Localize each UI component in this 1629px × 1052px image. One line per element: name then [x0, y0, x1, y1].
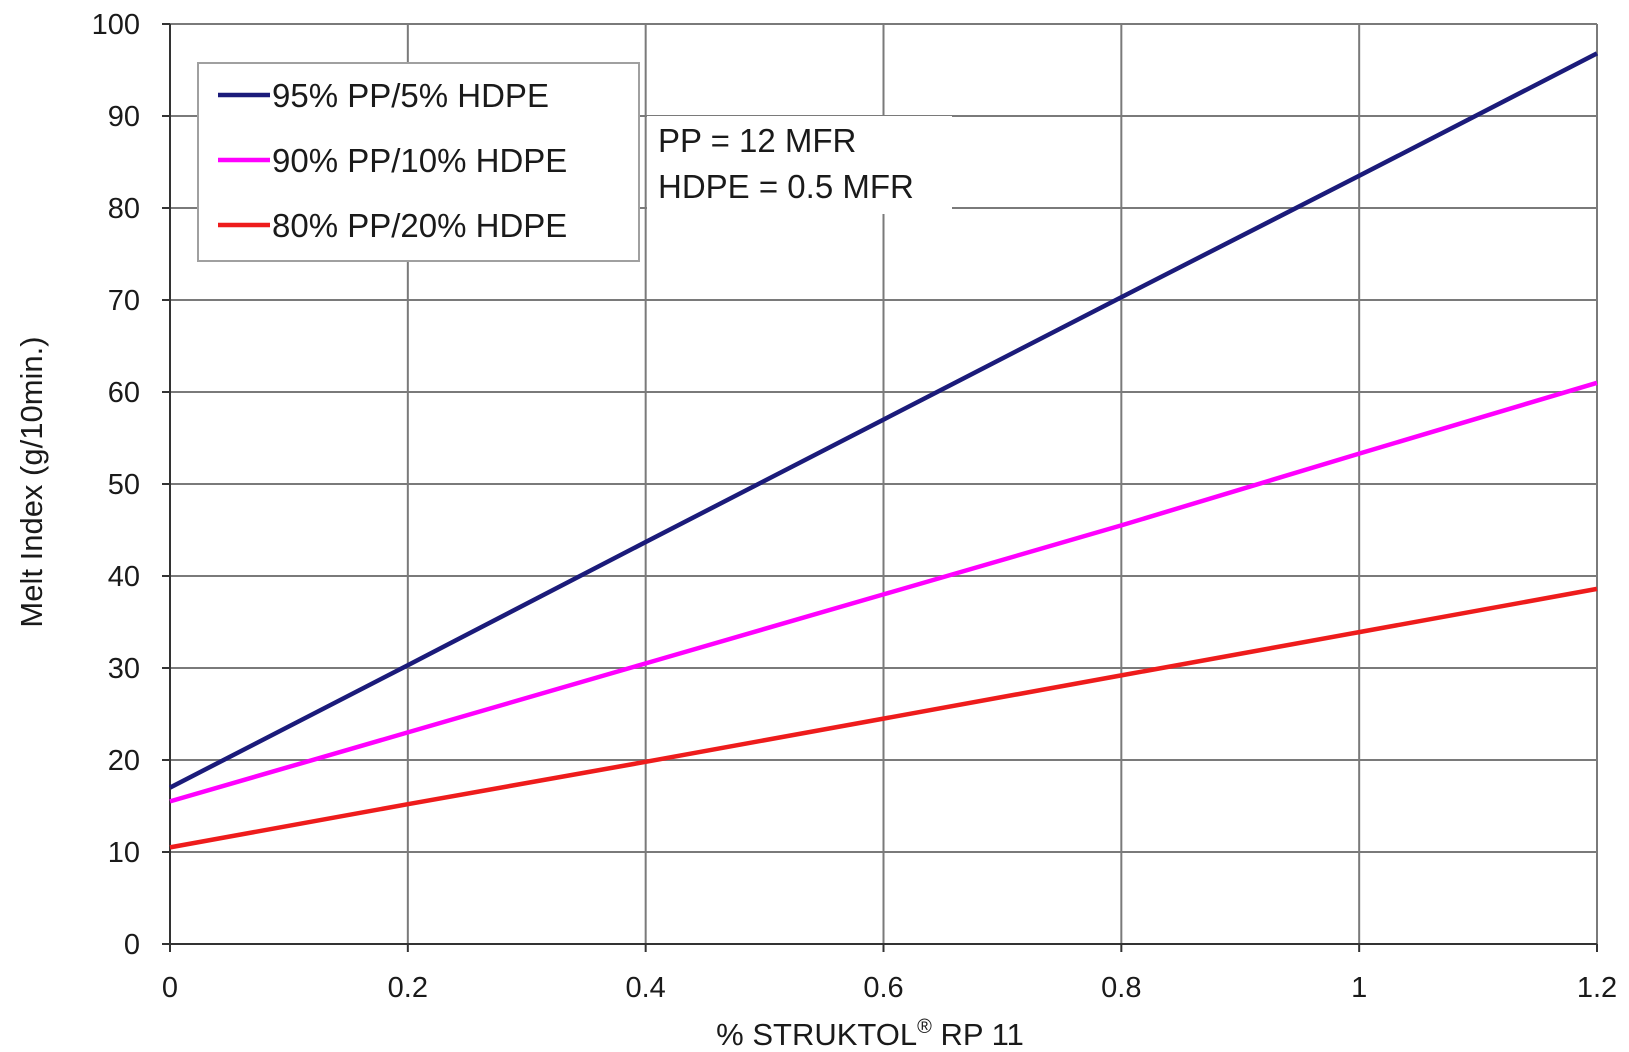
plot-frame [162, 24, 1597, 952]
y-tick-label: 20 [108, 745, 140, 777]
y-tick-label: 100 [92, 9, 140, 41]
y-tick-label: 60 [108, 377, 140, 409]
y-tick-label: 50 [108, 469, 140, 501]
series-lines [168, 51, 1599, 850]
legend-box [197, 62, 640, 262]
y-tick-label: 90 [108, 101, 140, 133]
series-line-1 [168, 51, 1599, 790]
registered-mark: ® [917, 1016, 932, 1038]
x-tick-label: 0.6 [863, 972, 903, 1004]
mfr-note: PP = 12 MFR HDPE = 0.5 MFR [647, 116, 952, 214]
x-tick-label: 0.2 [388, 972, 428, 1004]
legend-label-2: 90% PP/10% HDPE [272, 142, 567, 179]
y-axis-label: Melt Index (g/10min.) [14, 336, 49, 627]
note-line-2: HDPE = 0.5 MFR [658, 168, 914, 205]
y-axis-ticks: 0 10 20 30 40 50 60 70 80 90 100 [92, 9, 170, 961]
note-line-1: PP = 12 MFR [658, 122, 856, 159]
x-tick-label: 0 [162, 972, 178, 1004]
y-tick-label: 30 [108, 653, 140, 685]
legend: 95% PP/5% HDPE 90% PP/10% HDPE 80% PP/20% … [197, 62, 640, 262]
series-line-3 [169, 586, 1598, 850]
x-axis-ticks: 0 0.2 0.4 0.6 0.8 1 1.2 [162, 944, 1617, 1004]
legend-label-1: 95% PP/5% HDPE [272, 77, 549, 114]
series-line-2 [169, 380, 1598, 804]
y-tick-label: 0 [124, 929, 140, 961]
y-tick-label: 40 [108, 561, 140, 593]
x-tick-label: 1.2 [1577, 972, 1617, 1004]
y-tick-label: 70 [108, 285, 140, 317]
note-background [647, 116, 952, 214]
legend-label-3: 80% PP/20% HDPE [272, 207, 567, 244]
x-tick-label: 0.8 [1101, 972, 1141, 1004]
x-tick-label: 0.4 [626, 972, 666, 1004]
x-axis-label: % STRUKTOL® RP 11 [716, 1016, 1024, 1052]
y-tick-label: 10 [108, 837, 140, 869]
y-tick-label: 80 [108, 193, 140, 225]
x-tick-label: 1 [1351, 972, 1367, 1004]
